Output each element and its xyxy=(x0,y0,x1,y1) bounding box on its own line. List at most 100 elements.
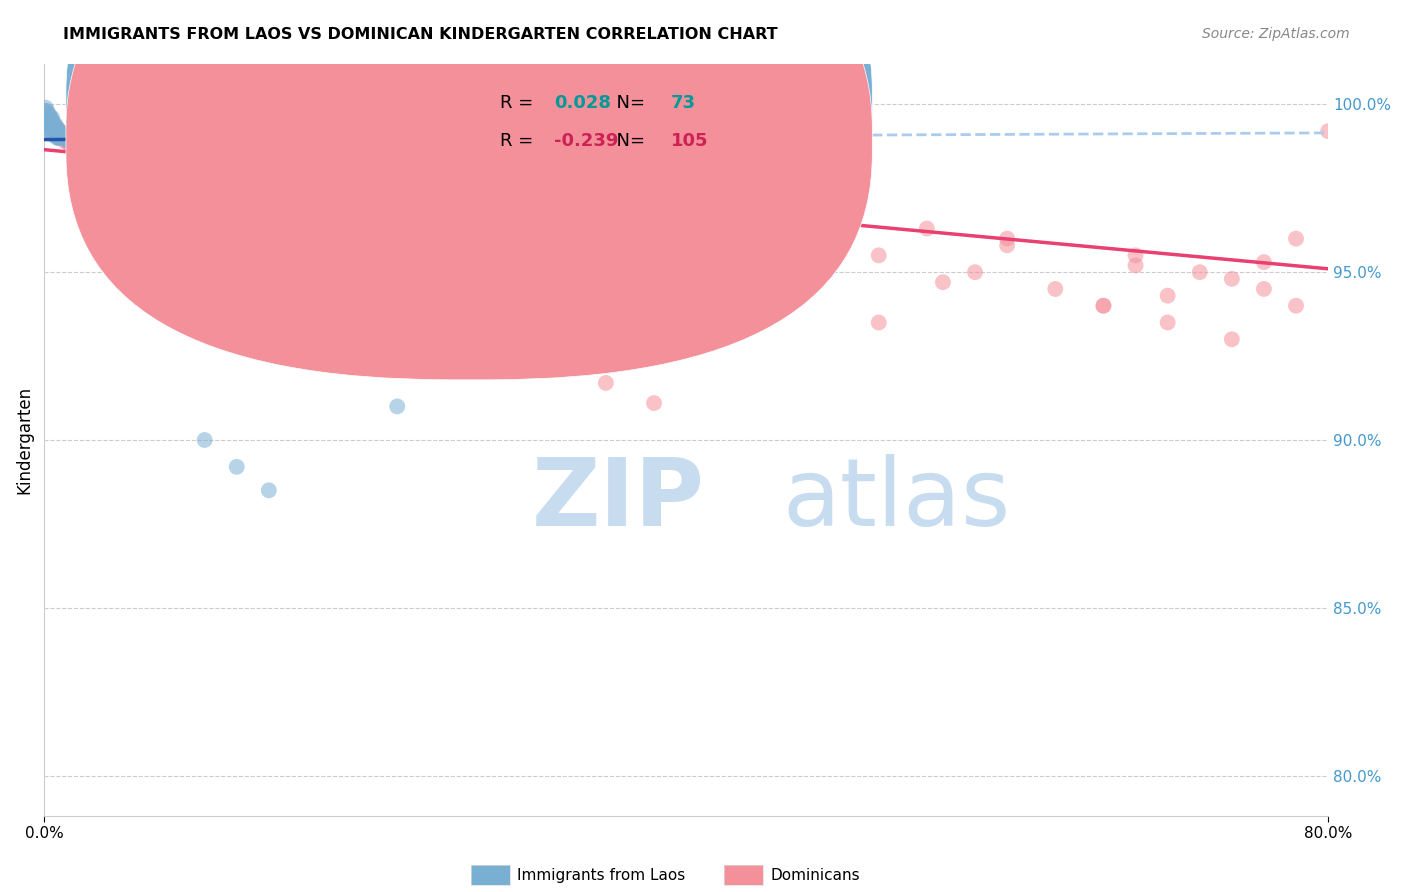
Point xyxy=(290,228,312,243)
Point xyxy=(643,396,665,410)
Point xyxy=(53,131,76,145)
Point xyxy=(418,302,440,317)
Point xyxy=(37,107,59,121)
Point xyxy=(53,134,76,148)
Point xyxy=(803,238,825,252)
Point xyxy=(1045,282,1067,296)
Point xyxy=(387,400,409,414)
Point xyxy=(1156,288,1178,302)
Point xyxy=(162,181,184,195)
Point xyxy=(963,265,986,279)
Text: -0.239: -0.239 xyxy=(554,132,619,150)
Text: IMMIGRANTS FROM LAOS VS DOMINICAN KINDERGARTEN CORRELATION CHART: IMMIGRANTS FROM LAOS VS DOMINICAN KINDER… xyxy=(63,27,778,42)
Point xyxy=(42,120,65,135)
Text: R =: R = xyxy=(501,95,538,112)
Point xyxy=(39,111,62,125)
Point xyxy=(257,235,280,249)
Point xyxy=(1156,316,1178,330)
Point xyxy=(257,483,280,498)
Point xyxy=(44,128,66,142)
Point xyxy=(89,158,111,172)
Point xyxy=(38,111,60,125)
Point xyxy=(915,221,938,235)
Point xyxy=(129,171,152,186)
Point xyxy=(995,231,1018,245)
Point xyxy=(257,215,280,229)
Point xyxy=(62,134,84,148)
Point xyxy=(59,137,82,152)
Point xyxy=(1285,231,1308,245)
Point xyxy=(60,134,83,148)
Point xyxy=(129,181,152,195)
Point xyxy=(38,114,60,128)
Point xyxy=(482,329,505,343)
Point xyxy=(41,120,63,135)
Point xyxy=(1092,299,1115,313)
Point xyxy=(49,131,72,145)
Point xyxy=(65,141,87,155)
Point xyxy=(41,114,63,128)
Point xyxy=(434,181,457,195)
Point xyxy=(44,128,66,142)
Point xyxy=(44,120,66,135)
Point xyxy=(37,111,59,125)
Point xyxy=(1092,299,1115,313)
Point xyxy=(1125,248,1147,262)
Point xyxy=(515,147,537,161)
Point xyxy=(209,215,232,229)
Point xyxy=(145,188,167,202)
Point xyxy=(169,198,191,212)
Point xyxy=(48,131,70,145)
Point xyxy=(35,107,58,121)
Point xyxy=(105,161,128,175)
Text: atlas: atlas xyxy=(782,454,1011,546)
Point xyxy=(274,242,297,256)
Point xyxy=(56,134,79,148)
Point xyxy=(387,288,409,302)
Point xyxy=(1253,282,1275,296)
Point xyxy=(450,316,472,330)
Point xyxy=(48,124,70,138)
Point xyxy=(38,120,60,135)
Point xyxy=(225,221,247,235)
Point xyxy=(39,114,62,128)
Point xyxy=(1220,332,1243,346)
Point xyxy=(225,459,247,474)
Point xyxy=(37,118,59,132)
Point xyxy=(52,128,75,142)
Point xyxy=(35,103,58,118)
Point xyxy=(82,154,104,169)
Point xyxy=(138,185,160,199)
Point xyxy=(186,204,208,219)
Point xyxy=(932,275,955,289)
Point xyxy=(643,181,665,195)
Text: N=: N= xyxy=(605,95,651,112)
Point xyxy=(94,161,117,175)
FancyBboxPatch shape xyxy=(66,0,872,343)
FancyBboxPatch shape xyxy=(429,75,744,169)
Point xyxy=(38,124,60,138)
Point xyxy=(112,164,135,178)
Point xyxy=(42,118,65,132)
Point xyxy=(595,376,617,390)
Point xyxy=(354,198,377,212)
Point xyxy=(868,248,890,262)
Point xyxy=(39,111,62,125)
Point xyxy=(35,107,58,121)
Point xyxy=(675,114,697,128)
Point xyxy=(322,261,344,276)
Point xyxy=(177,188,200,202)
Point xyxy=(89,151,111,165)
Point xyxy=(162,194,184,209)
Point xyxy=(35,101,58,115)
Point xyxy=(1253,255,1275,269)
Point xyxy=(145,175,167,189)
Point xyxy=(41,120,63,135)
Point xyxy=(94,154,117,169)
Point xyxy=(37,111,59,125)
Point xyxy=(73,145,96,159)
Point xyxy=(337,268,360,283)
Point xyxy=(41,128,63,142)
Point xyxy=(49,124,72,138)
Point xyxy=(707,198,730,212)
